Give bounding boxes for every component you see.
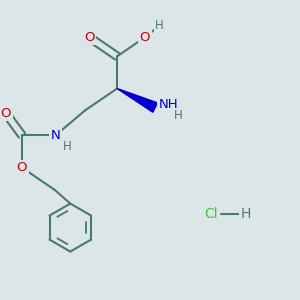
Text: H: H (155, 19, 164, 32)
Text: O: O (1, 107, 11, 120)
Text: O: O (84, 31, 94, 44)
Text: H: H (62, 140, 71, 153)
Polygon shape (117, 88, 158, 112)
Text: N: N (51, 129, 61, 142)
Text: O: O (17, 161, 27, 174)
Text: H: H (174, 109, 182, 122)
Text: H: H (241, 207, 251, 221)
Text: Cl: Cl (204, 207, 218, 221)
Text: O: O (140, 31, 150, 44)
Text: NH: NH (158, 98, 178, 111)
